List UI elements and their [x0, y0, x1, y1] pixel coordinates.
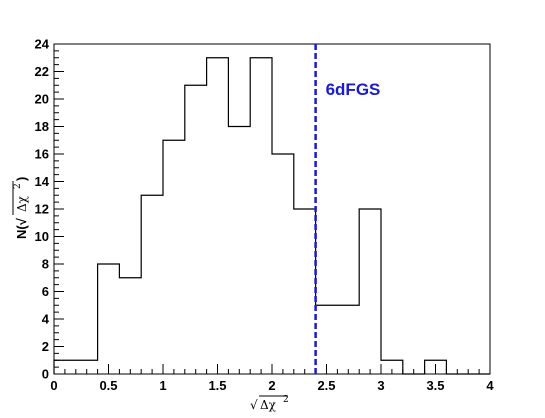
x-tick-label: 2.5 [317, 378, 335, 393]
y-axis-label: N(√ Δχ 2 ) [12, 177, 29, 239]
histogram-bin [185, 85, 207, 374]
histogram-bin [76, 360, 98, 374]
histogram-bin [425, 360, 447, 374]
y-tick-label: 14 [35, 174, 50, 189]
histogram-bin [163, 140, 185, 374]
histogram-bin [294, 209, 316, 374]
y-tick-label: 16 [35, 147, 49, 162]
histogram-bin [316, 305, 338, 374]
x-axis-label-sup: 2 [283, 395, 289, 405]
y-tick-label: 6 [42, 284, 49, 299]
x-axis-ticks: 0 0.5 1 1.5 2 2.5 3 3.5 4 [50, 364, 494, 393]
histogram-bin [119, 278, 141, 374]
histogram-bin [228, 127, 250, 375]
histogram-bin [337, 305, 359, 374]
histogram-bin [359, 209, 381, 374]
x-tick-label: 1 [159, 378, 166, 393]
x-axis-label: √ Δχ 2 [250, 395, 289, 412]
x-tick-label: 3.5 [426, 378, 444, 393]
x-tick-label: 4 [486, 378, 494, 393]
histogram-bin [250, 58, 272, 374]
x-tick-label: 0 [50, 378, 57, 393]
y-tick-label: 4 [42, 312, 50, 327]
y-tick-label: 2 [42, 339, 49, 354]
histogram-bin [272, 154, 294, 374]
histogram-outline [53, 57, 490, 375]
6dfgs-marker-label: 6dFGS [326, 80, 381, 99]
y-tick-label: 10 [35, 229, 49, 244]
y-axis-label-radicand: Δχ [15, 195, 29, 212]
y-tick-label: 12 [35, 202, 49, 217]
y-tick-label: 20 [35, 92, 49, 107]
x-tick-label: 2 [268, 378, 275, 393]
histogram-bin [381, 360, 403, 374]
x-tick-label: 0.5 [99, 378, 117, 393]
histogram-bin [54, 360, 76, 374]
x-axis-label-radical: √ [250, 398, 258, 412]
x-tick-label: 1.5 [208, 378, 226, 393]
x-tick-label: 3 [377, 378, 384, 393]
y-tick-label: 0 [42, 367, 49, 382]
y-tick-label: 24 [35, 37, 50, 52]
y-axis-label-prefix: N(√ [14, 217, 29, 239]
y-tick-label: 8 [42, 257, 49, 272]
histogram-bin [141, 195, 163, 374]
histogram-bin [207, 58, 229, 374]
histogram-bin [98, 264, 120, 374]
x-axis-label-radicand: Δχ [260, 398, 277, 412]
y-axis-label-suffix: ) [14, 177, 29, 181]
y-tick-label: 18 [35, 119, 49, 134]
y-axis-label-sup: 2 [13, 183, 23, 189]
y-tick-label: 22 [35, 64, 49, 79]
